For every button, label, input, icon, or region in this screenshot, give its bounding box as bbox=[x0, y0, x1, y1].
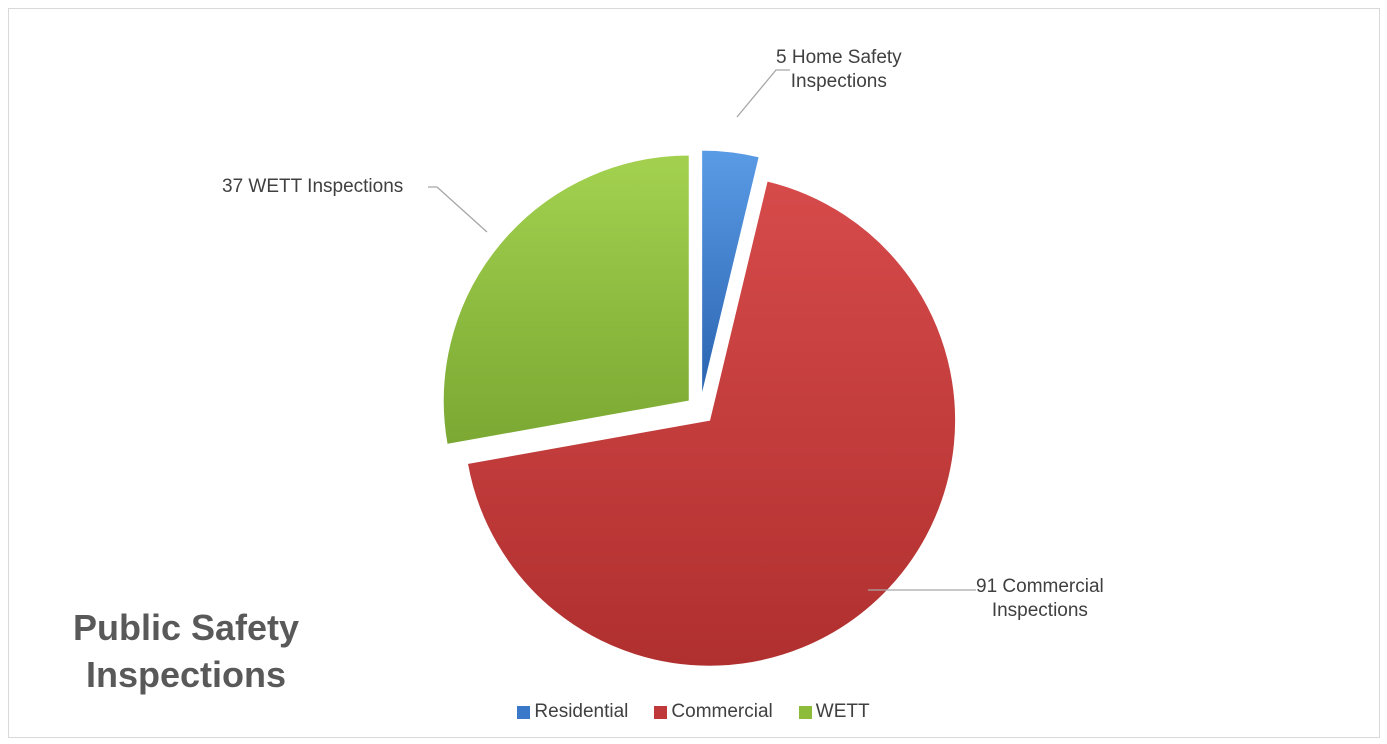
data-label-wett: 37 WETT Inspections bbox=[222, 176, 404, 197]
chart-title: Public Safety Inspections bbox=[72, 607, 300, 695]
legend-swatch-wett bbox=[798, 705, 812, 719]
legend-label-wett: WETT bbox=[815, 701, 870, 722]
legend-swatch-residential bbox=[517, 705, 531, 719]
leader-line-wett bbox=[428, 186, 488, 233]
legend-label-commercial: Commercial bbox=[671, 701, 773, 722]
chart-legend: Residential Commercial WETT bbox=[0, 701, 1387, 723]
data-label-commercial: 91 Commercial Inspections bbox=[976, 576, 1104, 621]
data-label-residential: 5 Home Safety Inspections bbox=[776, 47, 902, 92]
pie-slice-residential bbox=[701, 149, 760, 397]
legend-swatch-commercial bbox=[654, 705, 668, 719]
leader-line-residential bbox=[736, 69, 790, 118]
chart-frame bbox=[8, 8, 1380, 738]
legend-item-wett: WETT bbox=[798, 701, 870, 723]
pie-slice-wett bbox=[442, 154, 690, 445]
legend-label-residential: Residential bbox=[534, 701, 629, 722]
legend-item-residential: Residential bbox=[517, 701, 628, 723]
pie-slice-commercial bbox=[466, 180, 957, 667]
legend-item-commercial: Commercial bbox=[654, 701, 773, 723]
